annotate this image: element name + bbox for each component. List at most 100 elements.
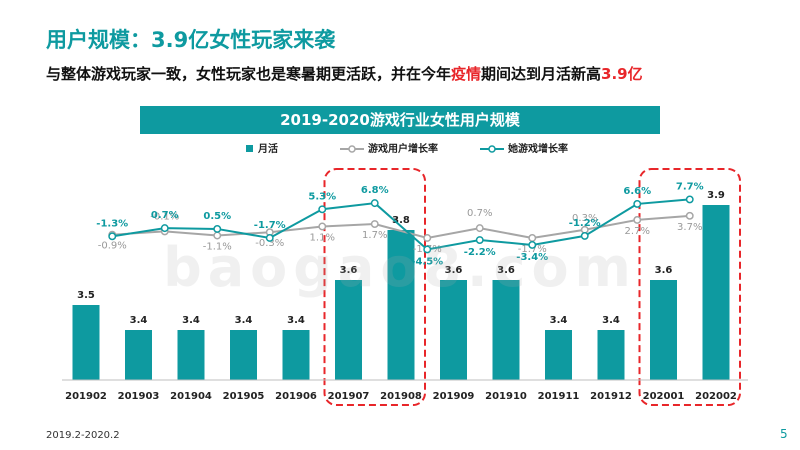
bar-201906 — [282, 330, 310, 380]
point-her-growth-3 — [213, 225, 222, 233]
bar-202002 — [702, 205, 730, 380]
label-her-growth-10: -1.2% — [569, 218, 601, 229]
bar-201905 — [230, 330, 257, 380]
bar-label-201909: 3.6 — [445, 265, 463, 276]
bar-label-201912: 3.4 — [602, 315, 620, 326]
bar-label-202002: 3.9 — [707, 190, 725, 201]
point-her-growth-8 — [475, 236, 484, 244]
bar-202001 — [650, 280, 677, 380]
point-her-growth-1 — [108, 232, 117, 241]
x-tick-201910: 201910 — [485, 391, 527, 402]
x-tick-201904: 201904 — [170, 391, 212, 402]
subtitle-text-1: 与整体游戏玩家一致，女性玩家也是寒暑期更活跃，并在今年 — [46, 65, 452, 83]
bar-label-202001: 3.6 — [655, 265, 673, 276]
label-her-growth-6: 6.8% — [361, 185, 389, 196]
legend-bar-swatch — [246, 145, 253, 152]
source-note: 2019.2-2020.2 — [46, 430, 120, 441]
point-her-growth-9 — [528, 240, 537, 249]
label-game-growth-11: 2.7% — [625, 226, 650, 237]
x-tick-201903: 201903 — [118, 391, 160, 402]
bar-label-201902: 3.5 — [77, 290, 95, 301]
point-game-growth-11 — [633, 215, 642, 224]
label-game-growth-5: 1.1% — [310, 232, 335, 243]
label-her-growth-3: 0.5% — [203, 211, 231, 222]
point-game-growth-8 — [475, 224, 484, 233]
label-her-growth-1: -1.3% — [96, 218, 128, 229]
subtitle-highlight-epidemic: 疫情 — [451, 65, 482, 83]
label-her-growth-4: -1.7% — [254, 220, 286, 231]
bar-label-201904: 3.4 — [182, 315, 200, 326]
point-her-growth-7 — [423, 245, 432, 254]
bar-label-201903: 3.4 — [130, 315, 148, 326]
label-game-growth-10: 0.3% — [572, 213, 597, 224]
x-tick-201905: 201905 — [223, 391, 265, 402]
label-game-growth-9: -1.7% — [518, 244, 547, 255]
label-her-growth-12: 7.7% — [676, 181, 704, 192]
label-her-growth-7: -4.5% — [411, 256, 443, 267]
x-tick-201902: 201902 — [65, 391, 107, 402]
point-her-growth-4 — [265, 234, 274, 242]
point-her-growth-2 — [160, 224, 169, 233]
label-game-growth-8: 0.7% — [467, 208, 492, 219]
label-her-growth-2: 0.7% — [151, 210, 179, 221]
legend-marker-game-growth — [348, 145, 356, 153]
point-game-growth-9 — [528, 234, 537, 242]
point-game-growth-6 — [370, 220, 379, 228]
bar-label-201907: 3.6 — [340, 265, 358, 276]
label-game-growth-2: -0.1% — [150, 211, 179, 222]
point-game-growth-7 — [423, 234, 432, 242]
point-her-growth-6 — [370, 199, 379, 208]
label-her-growth-8: -2.2% — [464, 247, 496, 258]
legend-label-her-growth: 她游戏增长率 — [508, 142, 568, 155]
chart-title-banner: 2019-2020游戏行业女性用户规模 — [140, 106, 660, 134]
bar-201911 — [545, 330, 572, 380]
label-game-growth-3: -1.1% — [203, 242, 232, 253]
label-game-growth-1: -0.9% — [98, 241, 127, 252]
page-title: 用户规模：3.9亿女性玩家来袭 — [46, 28, 336, 52]
point-her-growth-5 — [318, 205, 327, 214]
legend-marker-her-growth — [488, 145, 496, 153]
point-her-growth-11 — [633, 199, 642, 208]
bar-201908 — [387, 230, 415, 380]
bar-201912 — [597, 330, 625, 380]
highlight-box-1 — [323, 168, 426, 406]
line-game-growth — [112, 214, 690, 239]
x-tick-201911: 201911 — [538, 391, 580, 402]
line-her-growth — [112, 198, 690, 251]
x-tick-201907: 201907 — [328, 391, 370, 402]
bar-label-201906: 3.4 — [287, 315, 305, 326]
highlight-box-2 — [638, 168, 741, 406]
subtitle-text-2: 期间达到月活新高 — [481, 65, 602, 83]
page-number: 5 — [780, 427, 788, 441]
point-game-growth-5 — [318, 222, 327, 231]
label-her-growth-5: 5.3% — [308, 191, 336, 202]
x-tick-201908: 201908 — [380, 391, 422, 402]
label-game-growth-12: 3.7% — [677, 222, 702, 233]
bar-label-201910: 3.6 — [497, 265, 515, 276]
point-her-growth-12 — [685, 195, 694, 204]
bar-201909 — [440, 280, 467, 380]
bar-label-201908: 3.8 — [392, 215, 410, 226]
legend-label-game-growth: 游戏用户增长率 — [368, 142, 438, 155]
label-game-growth-6: 1.7% — [362, 230, 387, 241]
legend-label-mau: 月活 — [257, 142, 278, 155]
label-game-growth-4: -0.3% — [255, 238, 284, 249]
bar-label-201905: 3.4 — [235, 315, 253, 326]
point-her-growth-10 — [580, 231, 589, 240]
page-subtitle: 与整体游戏玩家一致，女性玩家也是寒暑期更活跃，并在今年疫情期间达到月活新高3.9… — [46, 63, 643, 84]
x-tick-201906: 201906 — [275, 391, 317, 402]
bar-201903 — [125, 330, 152, 380]
x-tick-202002: 202002 — [695, 391, 737, 402]
x-tick-201909: 201909 — [433, 391, 475, 402]
subtitle-highlight-value: 3.9亿 — [601, 65, 643, 83]
bar-201907 — [335, 280, 362, 380]
bar-201904 — [177, 330, 205, 380]
point-game-growth-3 — [213, 231, 222, 240]
x-tick-201912: 201912 — [590, 391, 632, 402]
label-her-growth-11: 6.6% — [623, 186, 651, 197]
bar-201902 — [72, 305, 100, 380]
bar-201910 — [492, 280, 520, 380]
label-her-growth-9: -3.4% — [516, 252, 548, 263]
point-game-growth-12 — [685, 211, 694, 220]
